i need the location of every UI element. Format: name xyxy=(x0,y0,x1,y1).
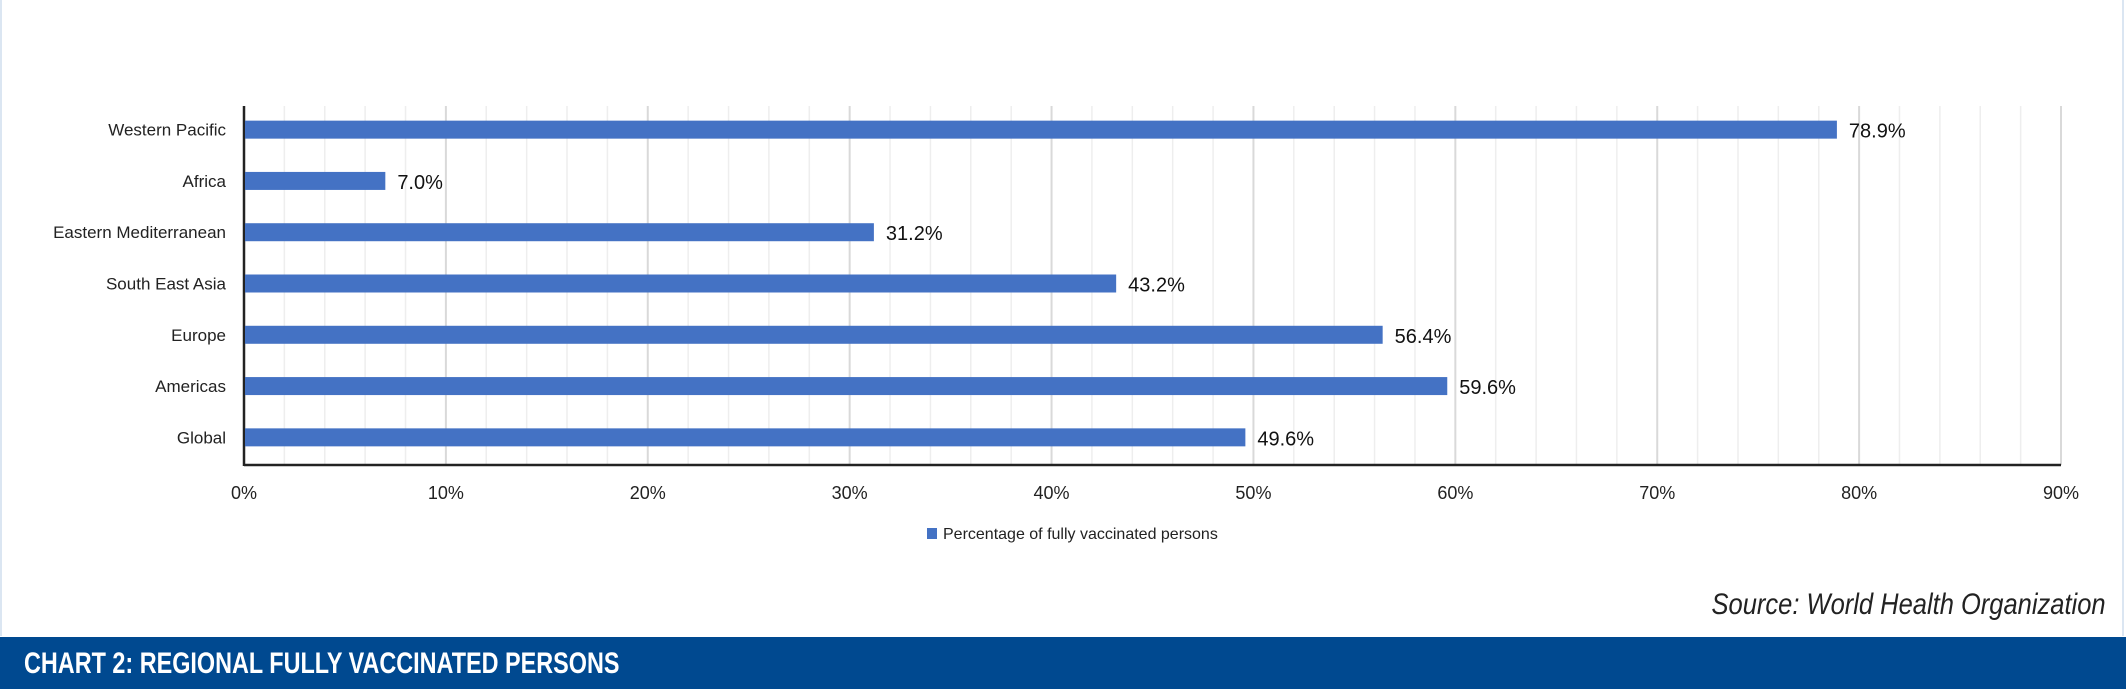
category-label: Global xyxy=(177,428,226,447)
bar xyxy=(245,274,1117,293)
bar xyxy=(245,171,386,190)
category-label: South East Asia xyxy=(106,275,227,294)
data-label: 43.2% xyxy=(1128,275,1185,297)
bar xyxy=(245,325,1383,344)
x-tick-label: 60% xyxy=(1437,483,1473,503)
bar xyxy=(245,223,874,242)
category-label: Africa xyxy=(183,172,227,191)
bar-chart: 0% 10% 20% 30% 40% 50% 60% 70% 80% 90% Western Pac… xyxy=(53,106,2079,543)
x-tick-label: 30% xyxy=(832,483,868,503)
data-label: 78.9% xyxy=(1849,121,1906,143)
x-tick-label: 10% xyxy=(428,483,464,503)
x-tick-label: 80% xyxy=(1841,483,1877,503)
data-label: 56.4% xyxy=(1395,326,1452,348)
bar xyxy=(245,428,1246,447)
category-label: Europe xyxy=(171,326,226,345)
bar xyxy=(245,120,1837,139)
category-label: Eastern Mediterranean xyxy=(53,223,226,242)
x-tick-label: 40% xyxy=(1034,483,1070,503)
data-label: 7.0% xyxy=(397,172,443,194)
bar xyxy=(245,377,1448,396)
legend-label: Percentage of fully vaccinated persons xyxy=(943,526,1218,543)
data-label: 31.2% xyxy=(886,223,943,245)
x-tick-label: 20% xyxy=(630,483,666,503)
chart-frame xyxy=(0,0,2124,636)
x-tick-label: 50% xyxy=(1235,483,1271,503)
x-tick-label: 90% xyxy=(2043,483,2079,503)
data-label: 59.6% xyxy=(1459,377,1516,399)
data-label: 49.6% xyxy=(1257,428,1314,450)
title-band: CHART 2: REGIONAL FULLY VACCINATED PERSO… xyxy=(0,637,2126,689)
source-note: Source: World Health Organization xyxy=(1711,588,2106,621)
legend-swatch xyxy=(927,528,937,539)
category-label: Americas xyxy=(155,377,226,396)
x-tick-label: 0% xyxy=(231,483,257,503)
category-label: Western Pacific xyxy=(108,121,226,140)
x-tick-label: 70% xyxy=(1639,483,1675,503)
chart-title: CHART 2: REGIONAL FULLY VACCINATED PERSO… xyxy=(24,647,620,680)
